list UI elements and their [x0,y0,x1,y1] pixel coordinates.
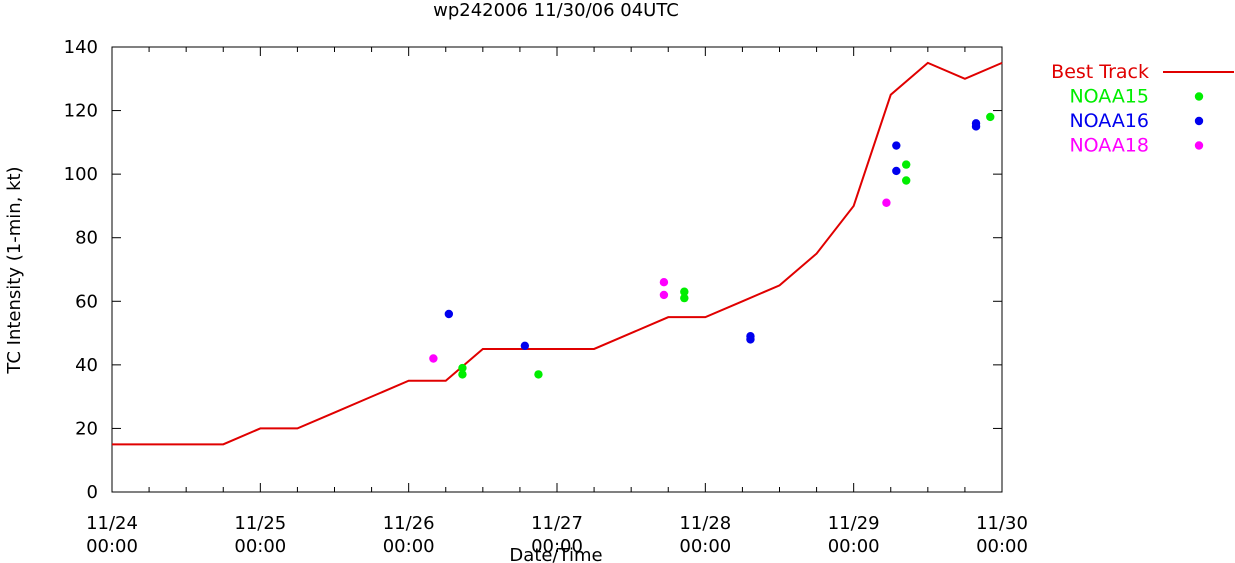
noaa18-point [429,354,438,363]
legend-swatch-noaa18 [1194,141,1204,150]
noaa15-point [902,176,911,185]
x-tick-label-date: 11/28 [679,513,731,534]
y-tick-label: 100 [64,164,98,185]
legend-swatch-noaa16 [1194,116,1204,126]
x-tick-label-time: 00:00 [234,536,286,557]
series-layer [112,61,1003,446]
x-tick-label-time: 00:00 [86,536,138,557]
noaa18-point [659,290,669,300]
x-tick-labels: 11/2400:0011/2500:0011/2600:0011/2700:00… [86,513,1028,557]
legend-label-noaa16: NOAA16 [1069,110,1149,132]
noaa15-point [534,370,543,379]
y-tick-label: 120 [64,101,98,122]
y-axis-label: TC Intensity (1-min, kt) [4,166,25,374]
x-tick-label-date: 11/30 [976,513,1028,534]
noaa16-point [892,141,901,150]
noaa16-point [520,341,530,350]
y-tick-label: 0 [87,482,98,503]
plot-frame [111,46,1003,493]
legend-label-noaa18: NOAA18 [1069,135,1149,157]
axis-ticks [111,46,1003,493]
x-axis-label: Date/Time [509,545,602,563]
legend-label-noaa15: NOAA15 [1069,86,1149,108]
best-track-line [112,61,1003,446]
legend-label-best-track: Best Track [1051,61,1149,83]
noaa16-point [971,119,981,128]
x-tick-label-date: 11/25 [234,513,286,534]
noaa15-point [902,160,911,169]
chart-title: wp242006 11/30/06 04UTC [433,0,679,21]
x-tick-label-time: 00:00 [383,536,435,557]
y-tick-labels: 0 20 40 60 80 100 120 140 [64,37,98,503]
x-tick-label-date: 11/29 [828,513,880,534]
noaa15-point [458,370,467,379]
x-tick-label-time: 00:00 [828,536,880,557]
y-tick-label: 80 [75,228,98,249]
noaa15-point [680,293,689,303]
noaa16-point [444,309,454,319]
x-tick-label-date: 11/24 [86,513,138,534]
x-tick-label-date: 11/27 [531,513,583,534]
y-tick-label: 60 [75,291,98,312]
y-tick-label: 20 [75,418,98,439]
x-tick-label-time: 00:00 [679,536,731,557]
noaa16-point [746,332,755,341]
noaa16-point [892,166,901,176]
y-tick-label: 40 [75,355,98,376]
x-tick-label-time: 00:00 [976,536,1028,557]
y-tick-label: 140 [64,37,98,58]
noaa15-point [458,363,467,373]
noaa18-point [659,278,669,287]
noaa18-point [882,198,891,207]
x-tick-label-time: 00:00 [531,536,583,557]
x-tick-label-date: 11/26 [383,513,435,534]
legend-swatch-noaa15 [1194,92,1204,101]
noaa15-point [680,287,689,296]
noaa15-point [986,112,995,122]
